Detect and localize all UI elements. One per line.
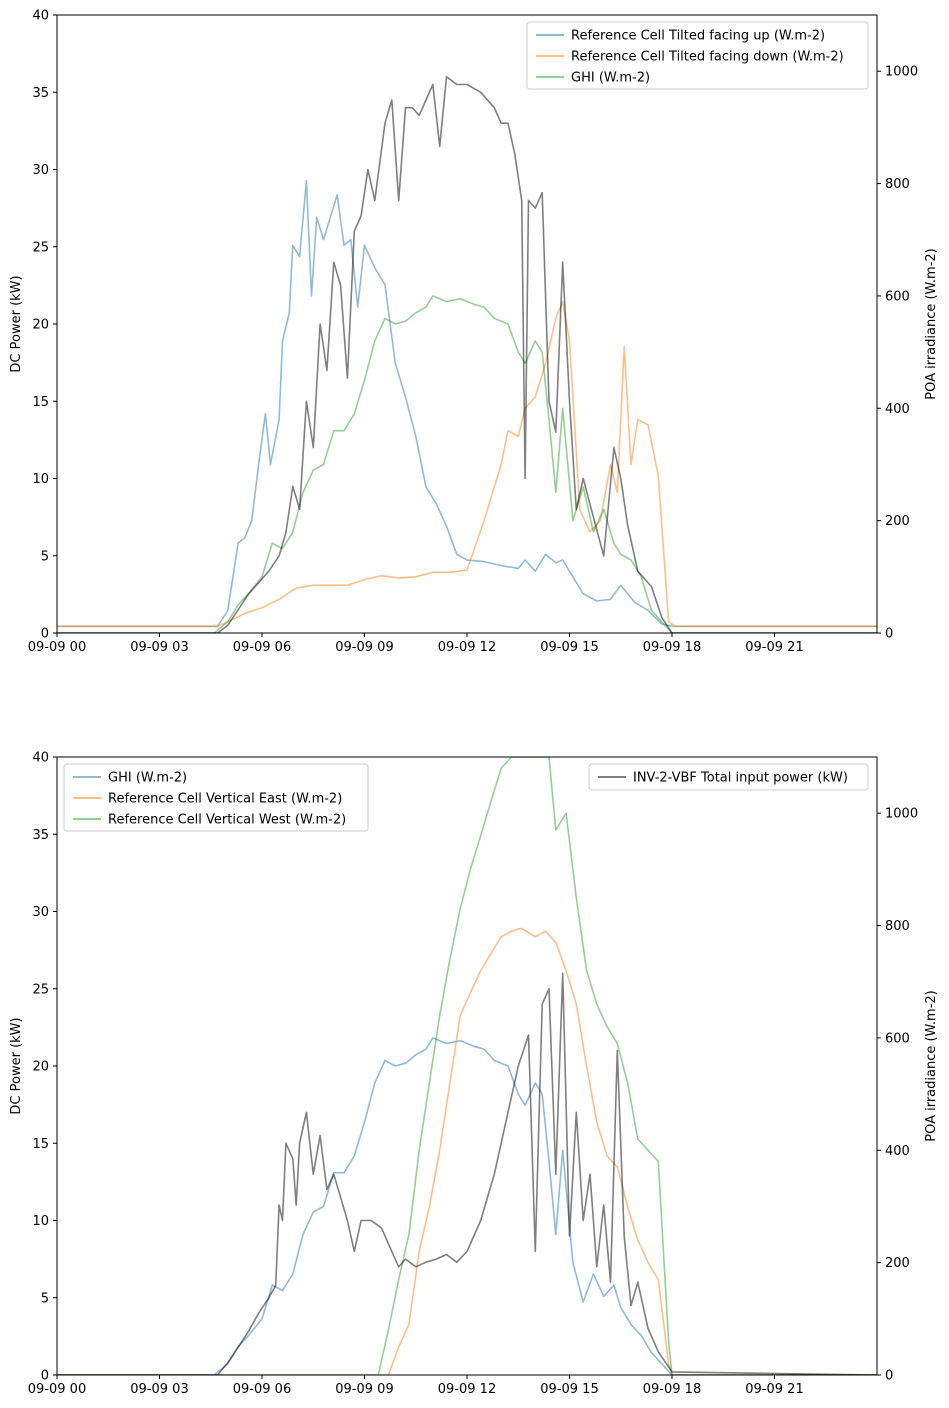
legend: INV-2-VBF Total input power (kW) [588, 763, 869, 791]
y-right-tick-label: 0 [885, 627, 893, 642]
series-line-1 [57, 300, 877, 628]
x-tick-label: 09-09 03 [130, 640, 188, 655]
y-left-tick-label: 5 [41, 1291, 49, 1306]
y-right-tick-label: 400 [885, 402, 910, 417]
x-tick-label: 09-09 15 [540, 1382, 598, 1397]
y-left-tick-label: 25 [32, 240, 49, 255]
y-right-tick-label: 400 [885, 1144, 910, 1159]
y-left-tick-label: 10 [32, 472, 49, 487]
legend-entry: Reference Cell Tilted facing up (W.m-2) [571, 29, 825, 44]
y-right-tick-label: 1000 [885, 65, 918, 80]
y-right-axis-label: POA irradiance (W.m-2) [924, 248, 939, 400]
series-group [57, 76, 877, 633]
series-line-0 [57, 179, 877, 628]
x-tick-label: 09-09 12 [438, 1382, 496, 1397]
x-tick-label: 09-09 18 [643, 640, 701, 655]
series-line-2 [57, 757, 877, 1375]
y-right-tick-label: 200 [885, 514, 910, 529]
y-left-tick-label: 35 [32, 828, 49, 843]
x-tick-label: 09-09 15 [540, 640, 598, 655]
x-tick-label: 09-09 06 [233, 640, 291, 655]
legend-entry: Reference Cell Vertical East (W.m-2) [108, 792, 342, 807]
legend-frame [526, 21, 869, 90]
y-right-tick-label: 1000 [885, 807, 918, 822]
x-tick-label: 09-09 09 [335, 1382, 393, 1397]
y-right-tick-label: 800 [885, 177, 910, 192]
legend: GHI (W.m-2) Reference Cell Vertical East … [63, 763, 369, 832]
y-left-axis-label: DC Power (kW) [9, 1017, 24, 1114]
legend-frame [588, 763, 869, 791]
y-right-tick-label: 200 [885, 1256, 910, 1271]
plot-frame [56, 14, 878, 634]
x-tick-label: 09-09 12 [438, 640, 496, 655]
x-tick-label: 09-09 21 [745, 640, 803, 655]
series-group [57, 757, 877, 1375]
x-tick-label: 09-09 09 [335, 640, 393, 655]
y-left-tick-label: 35 [32, 86, 49, 101]
x-tick-label: 09-09 00 [28, 640, 86, 655]
x-tick-label: 09-09 06 [233, 1382, 291, 1397]
legend-entry: INV-2-VBF Total input power (kW) [633, 771, 848, 786]
x-tick-label: 09-09 03 [130, 1382, 188, 1397]
x-tick-label: 09-09 21 [745, 1382, 803, 1397]
series-line-3 [57, 972, 877, 1375]
y-left-tick-label: 20 [32, 318, 49, 333]
y-right-tick-label: 600 [885, 1031, 910, 1046]
legend-entry: GHI (W.m-2) [108, 771, 187, 786]
legend-entry: GHI (W.m-2) [571, 71, 650, 86]
y-left-tick-label: 10 [32, 1214, 49, 1229]
legend-entry: Reference Cell Tilted facing down (W.m-2… [571, 50, 844, 65]
y-left-tick-label: 40 [32, 9, 49, 24]
x-tick-label: 09-09 18 [643, 1382, 701, 1397]
y-left-tick-label: 20 [32, 1060, 49, 1075]
legend-entry: Reference Cell Vertical West (W.m-2) [108, 813, 346, 828]
plot-frame [56, 756, 878, 1376]
y-left-tick-label: 30 [32, 905, 49, 920]
x-tick-label: 09-09 00 [28, 1382, 86, 1397]
y-right-tick-label: 800 [885, 919, 910, 934]
y-left-tick-label: 0 [41, 1369, 49, 1384]
y-right-axis-label: POA irradiance (W.m-2) [924, 990, 939, 1142]
y-left-tick-label: 15 [32, 1137, 49, 1152]
y-left-tick-label: 30 [32, 163, 49, 178]
y-left-tick-label: 15 [32, 395, 49, 410]
series-line-2 [57, 295, 877, 633]
series-line-3 [57, 76, 877, 633]
y-right-tick-label: 0 [885, 1369, 893, 1384]
y-right-tick-label: 600 [885, 289, 910, 304]
y-left-tick-label: 0 [41, 627, 49, 642]
legend-frame [63, 763, 369, 832]
series-line-1 [57, 927, 877, 1375]
series-line-0 [57, 1037, 877, 1375]
legend: Reference Cell Tilted facing up (W.m-2) R… [526, 21, 869, 90]
y-left-tick-label: 40 [32, 751, 49, 766]
bottom-chart: 09-09 00 09-09 03 09-09 06 09-09 09 09-09 12… [9, 751, 939, 1398]
y-left-axis-label: DC Power (kW) [9, 275, 24, 372]
y-left-tick-label: 5 [41, 549, 49, 564]
top-chart: 09-09 00 09-09 03 09-09 06 09-09 09 09-09 12… [9, 9, 939, 656]
y-left-tick-label: 25 [32, 982, 49, 997]
